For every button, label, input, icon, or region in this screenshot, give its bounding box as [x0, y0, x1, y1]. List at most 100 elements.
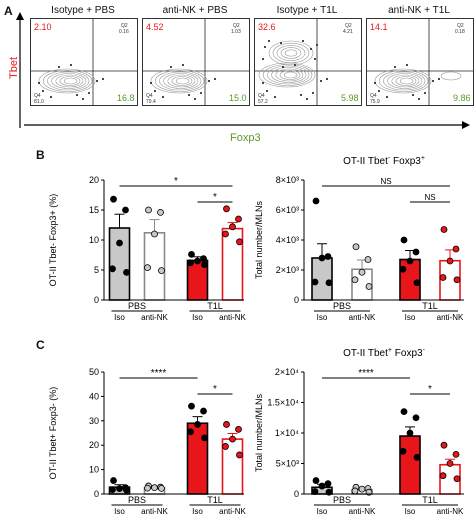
contour-line — [271, 67, 307, 83]
data-point — [200, 255, 207, 262]
event-dot — [162, 96, 164, 98]
y-tick-label: 0 — [294, 489, 299, 499]
title-part: Foxp3 — [390, 156, 421, 167]
title-part: Foxp3 — [392, 348, 423, 359]
event-dot — [282, 66, 284, 68]
event-dot — [394, 66, 396, 68]
x-tick-label-iso: Iso — [405, 313, 416, 322]
flow-plot-title: anti-NK + PBS — [162, 5, 228, 16]
data-point — [229, 435, 236, 443]
data-point — [400, 236, 408, 244]
chart-title: OT-II Tbet+ Foxp3- — [343, 347, 426, 359]
data-point — [364, 256, 372, 263]
contour-line — [387, 73, 423, 89]
data-point — [123, 486, 130, 494]
event-dot — [386, 96, 388, 98]
data-point — [412, 248, 420, 256]
q1-percent: 14.1 — [370, 22, 388, 32]
y-tick-label: 2×10⁴ — [275, 367, 299, 377]
title-part: OT-II Tbet — [343, 156, 388, 167]
flow-plot: 4.52 Q2 1.03 Q4 79.4 15.0 — [142, 18, 250, 106]
q1-percent: 2.10 — [34, 22, 52, 32]
contour-line — [272, 42, 310, 64]
contour-line — [383, 71, 426, 91]
x-tick-label-iso: Iso — [317, 507, 328, 516]
event-dot — [200, 92, 202, 94]
chart-title: OT-II Tbet- Foxp3+ — [343, 155, 425, 167]
flow-plot-title: Isotype + PBS — [51, 5, 115, 16]
event-dot — [154, 90, 156, 92]
data-point — [158, 267, 165, 274]
data-point — [158, 484, 165, 492]
group-label: PBS — [333, 495, 351, 505]
contour-line — [391, 74, 420, 88]
panel-letter-b: B — [36, 148, 45, 162]
significance-label: * — [213, 384, 217, 395]
significance-label: * — [174, 176, 178, 187]
data-point — [222, 443, 229, 450]
contour-line — [55, 74, 84, 88]
x-tick-label-antink: anti-NK — [349, 313, 376, 322]
data-point — [312, 477, 320, 484]
y-tick-label: 40 — [89, 391, 99, 401]
q4-percent: 75.9 — [370, 99, 380, 105]
q3-percent: 5.98 — [341, 93, 359, 103]
data-point — [446, 257, 454, 265]
event-dot — [58, 66, 60, 68]
chart-c-right: OT-II Tbet+ Foxp3- 0 5×10³ 1×10⁴ 1.5×10⁴ 2×10… — [254, 347, 464, 516]
data-point — [406, 429, 414, 437]
y-tick-label: 10 — [89, 465, 99, 475]
y-axis-label: Total number/MLNs — [254, 393, 264, 472]
significance-label: **** — [358, 368, 374, 379]
y-tick-label: 50 — [89, 367, 99, 377]
q2-label: Q2 — [457, 23, 464, 29]
x-tick-label-iso: Iso — [192, 507, 203, 516]
q2-label: Q2 — [345, 23, 352, 29]
x-tick-label-iso: Iso — [405, 507, 416, 516]
y-tick-label: 0 — [294, 295, 299, 305]
y-tick-label: 5×10³ — [276, 459, 299, 469]
data-point — [188, 251, 195, 258]
data-point — [358, 485, 366, 493]
event-dot — [314, 58, 316, 60]
flow-plot-title: anti-NK + T1L — [388, 5, 450, 16]
contour-line — [171, 76, 193, 86]
event-dot — [316, 44, 318, 46]
event-dot — [300, 94, 302, 96]
data-point — [399, 447, 407, 455]
contour-line — [374, 68, 432, 94]
contour-line — [262, 64, 313, 86]
y-tick-label: 20 — [89, 440, 99, 450]
significance-label: * — [213, 192, 217, 203]
contour-line — [38, 68, 96, 94]
x-tick-label-antink: anti-NK — [437, 313, 464, 322]
title-superscript: - — [423, 347, 426, 354]
event-dot — [262, 58, 264, 60]
group-label: PBS — [128, 301, 146, 311]
data-point — [109, 265, 116, 273]
flow-plot: 32.6 Q2 4.21 Q4 57.2 5.98 — [254, 18, 362, 106]
data-point — [440, 441, 448, 449]
contour-line — [42, 70, 93, 92]
event-dot — [262, 82, 264, 84]
data-point — [151, 230, 158, 238]
event-dot — [432, 80, 434, 82]
contour-line — [63, 77, 78, 85]
contour-line — [163, 73, 199, 89]
data-point — [324, 253, 332, 260]
y-tick-label: 10 — [89, 235, 99, 245]
event-dot — [378, 90, 380, 92]
data-point — [194, 257, 201, 265]
q2-label: Q2 — [121, 23, 128, 29]
x-tick-label-iso: Iso — [114, 507, 125, 516]
contour-line — [275, 68, 304, 82]
y-tick-label: 6×10³ — [276, 205, 299, 215]
flow-x-arrow — [24, 121, 470, 129]
data-point — [453, 276, 461, 284]
event-dot — [38, 82, 40, 84]
flow-plot: 2.10 Q2 0.16 Q4 81.0 16.8 — [30, 18, 138, 106]
panel-letter-c: C — [36, 338, 45, 352]
y-tick-label: 1×10⁴ — [275, 428, 299, 438]
data-point — [318, 254, 326, 262]
